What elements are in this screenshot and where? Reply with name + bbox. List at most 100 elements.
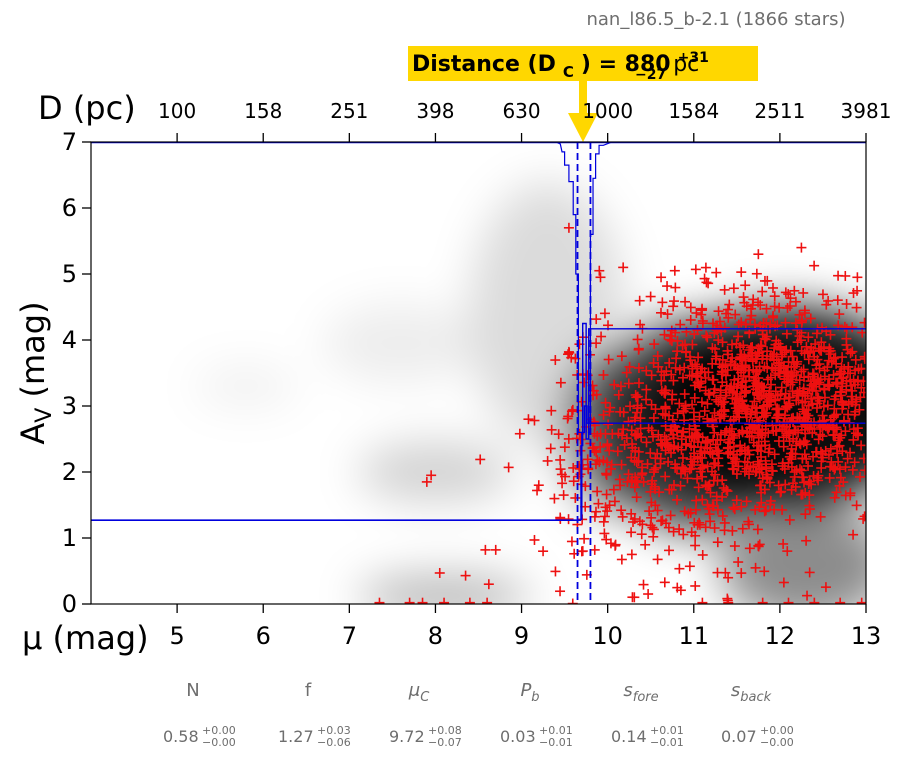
star-marker xyxy=(678,405,689,416)
star-marker xyxy=(774,302,785,313)
star-marker xyxy=(782,546,793,557)
y-tick-label: 1 xyxy=(62,524,77,552)
param-value-minus: −0.01 xyxy=(650,736,684,749)
star-marker xyxy=(831,424,842,435)
distance-annotation: Distance (D C ) = 880 +31 −27 pc xyxy=(408,46,758,142)
star-marker xyxy=(709,407,720,418)
star-marker xyxy=(686,441,697,452)
star-marker xyxy=(750,372,761,383)
star-marker xyxy=(736,353,747,364)
star-marker xyxy=(660,471,671,482)
star-marker xyxy=(690,580,701,591)
star-marker xyxy=(716,409,727,420)
star-marker xyxy=(821,299,832,310)
star-marker xyxy=(828,461,839,472)
star-marker xyxy=(694,517,705,528)
star-marker xyxy=(788,433,799,444)
star-marker xyxy=(647,431,658,442)
star-marker xyxy=(670,363,681,374)
star-marker xyxy=(686,527,697,538)
x-tick-label: 13 xyxy=(851,622,882,650)
star-marker xyxy=(858,453,866,464)
star-marker xyxy=(439,597,450,604)
star-marker xyxy=(690,424,701,435)
star-marker xyxy=(700,262,711,273)
star-marker xyxy=(538,546,549,557)
star-marker xyxy=(850,354,861,365)
star-marker xyxy=(655,307,666,318)
star-marker xyxy=(545,443,556,454)
star-marker xyxy=(736,267,747,278)
star-marker xyxy=(729,430,740,441)
param-value: 0.14 xyxy=(611,727,647,746)
star-marker xyxy=(798,287,809,298)
star-marker xyxy=(711,267,722,278)
star-marker xyxy=(633,344,644,355)
star-marker xyxy=(626,452,637,463)
star-marker xyxy=(748,375,759,386)
star-marker xyxy=(555,377,566,388)
star-marker xyxy=(791,465,802,476)
star-marker xyxy=(668,479,679,490)
star-marker xyxy=(725,446,736,457)
star-marker xyxy=(426,470,437,481)
star-marker xyxy=(685,302,696,313)
star-marker xyxy=(631,492,642,503)
star-marker xyxy=(845,447,856,458)
star-marker xyxy=(820,582,831,593)
top-tick-label: 100 xyxy=(158,99,196,123)
star-marker xyxy=(568,462,579,473)
star-marker xyxy=(644,506,655,517)
star-marker xyxy=(800,412,811,423)
star-marker xyxy=(724,299,735,310)
star-marker xyxy=(687,363,698,374)
star-marker xyxy=(838,416,849,427)
star-marker xyxy=(645,291,656,302)
x-tick-label: 6 xyxy=(256,622,271,650)
param-value-minus: −0.07 xyxy=(428,736,462,749)
star-marker xyxy=(816,337,827,348)
star-marker xyxy=(716,369,727,380)
star-marker xyxy=(514,428,525,439)
x-axis-title: μ (mag) xyxy=(22,619,149,657)
star-marker xyxy=(782,303,793,314)
star-marker xyxy=(630,445,641,456)
star-marker xyxy=(404,597,415,604)
star-marker xyxy=(702,461,713,472)
star-marker xyxy=(710,439,721,450)
star-marker xyxy=(790,318,801,329)
star-marker xyxy=(753,459,764,470)
star-marker xyxy=(672,346,683,357)
param-label-sub: b xyxy=(531,690,539,705)
star-marker xyxy=(421,476,432,487)
y-tick-label: 5 xyxy=(62,260,77,288)
star-marker xyxy=(815,511,826,522)
param-value: 0.03 xyxy=(500,727,536,746)
param-value-minus: −0.00 xyxy=(202,736,236,749)
star-marker xyxy=(742,428,753,439)
star-marker xyxy=(672,494,683,505)
star-marker xyxy=(783,428,794,439)
star-marker xyxy=(659,387,670,398)
star-marker xyxy=(854,471,865,482)
star-marker xyxy=(751,402,762,413)
star-marker xyxy=(656,272,667,283)
star-marker xyxy=(758,318,769,329)
star-marker xyxy=(600,397,611,408)
star-marker xyxy=(712,537,723,548)
star-marker xyxy=(859,353,866,364)
star-marker xyxy=(702,332,713,343)
star-marker xyxy=(482,597,493,604)
star-marker xyxy=(683,508,694,519)
star-marker xyxy=(691,307,702,318)
star-marker xyxy=(557,478,568,489)
star-marker xyxy=(679,389,690,400)
star-marker xyxy=(784,398,795,409)
distance-value: ) = 880 xyxy=(581,52,671,77)
star-marker xyxy=(742,457,753,468)
star-marker xyxy=(657,408,668,419)
star-marker xyxy=(856,440,866,451)
star-marker xyxy=(601,489,612,500)
star-marker xyxy=(591,338,602,349)
star-marker xyxy=(689,329,700,340)
